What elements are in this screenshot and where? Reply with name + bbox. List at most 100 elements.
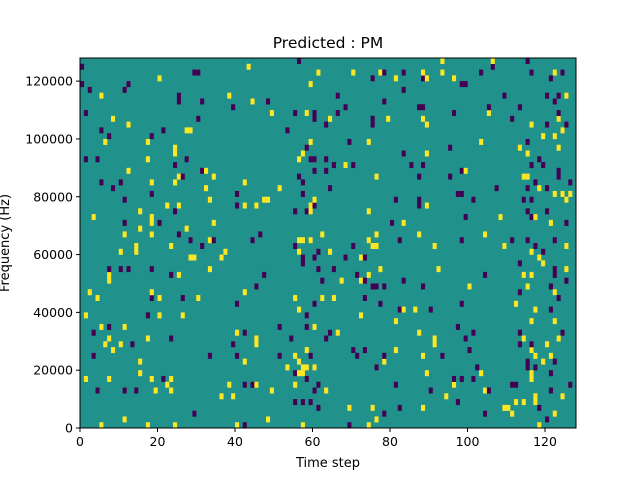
heatmap-cell: [312, 196, 317, 203]
heatmap-cell: [510, 237, 515, 244]
heatmap-cell: [184, 127, 189, 134]
heatmap-cell: [529, 347, 534, 354]
heatmap-cell: [560, 190, 565, 197]
heatmap-cell: [463, 214, 468, 221]
heatmap-cell: [537, 422, 542, 429]
heatmap-cell: [397, 404, 402, 411]
heatmap-cell: [95, 156, 100, 163]
heatmap-cell: [440, 69, 445, 76]
heatmap-cell: [266, 196, 271, 203]
heatmap-cell: [122, 323, 127, 330]
heatmap-cell: [479, 69, 484, 76]
heatmap-cell: [262, 271, 267, 278]
heatmap-cell: [122, 196, 127, 203]
heatmap-cell: [107, 266, 112, 273]
heatmap-cell: [331, 162, 336, 169]
heatmap-cell: [552, 98, 557, 105]
heatmap-cell: [235, 190, 240, 197]
heatmap-cell: [207, 266, 212, 273]
heatmap-cell: [552, 289, 557, 296]
heatmap-cell: [486, 104, 491, 111]
heatmap-cell: [529, 375, 534, 382]
heatmap-cell: [331, 266, 336, 273]
heatmap-cell: [118, 266, 123, 273]
heatmap-cell: [180, 173, 185, 180]
x-tick-label: 100: [456, 434, 480, 449]
heatmap-cell: [525, 358, 530, 365]
heatmap-cell: [304, 323, 309, 330]
heatmap-cell: [293, 381, 298, 388]
heatmap-cell: [529, 271, 534, 278]
heatmap-cell: [304, 364, 309, 371]
heatmap-cell: [483, 231, 488, 238]
heatmap-cell: [297, 237, 302, 244]
heatmap-cell: [529, 341, 534, 348]
heatmap-cell: [393, 196, 398, 203]
heatmap-cell: [242, 179, 247, 186]
heatmap-cell: [169, 335, 174, 342]
heatmap-cell: [339, 277, 344, 284]
heatmap-cell: [269, 110, 274, 117]
heatmap-cell: [188, 254, 193, 261]
heatmap-cell: [297, 306, 302, 313]
heatmap-cell: [242, 202, 247, 209]
heatmap-cell: [417, 202, 422, 209]
heatmap-cell: [207, 237, 212, 244]
y-tick-label: 100000: [25, 131, 73, 146]
heatmap-cell: [529, 196, 534, 203]
heatmap-cell: [421, 69, 426, 76]
heatmap-cell: [277, 352, 282, 359]
heatmap-cell: [347, 138, 352, 145]
heatmap-cell: [529, 162, 534, 169]
heatmap-cell: [374, 243, 379, 249]
heatmap-cell: [459, 167, 464, 174]
heatmap-cell: [409, 162, 414, 169]
heatmap-cell: [312, 254, 317, 261]
heatmap-cell: [173, 422, 178, 429]
heatmap-cell: [235, 300, 240, 307]
heatmap-cell: [351, 69, 356, 76]
heatmap-cell: [366, 208, 371, 215]
heatmap-cell: [347, 422, 352, 429]
heatmap-cell: [149, 179, 154, 186]
heatmap-cell: [149, 295, 154, 302]
heatmap-cell: [424, 202, 429, 209]
heatmap-cell: [424, 370, 429, 377]
heatmap-cell: [541, 162, 546, 169]
heatmap-cell: [254, 202, 259, 209]
heatmap-cell: [169, 375, 174, 382]
heatmap-cell: [192, 410, 197, 417]
heatmap-cell: [297, 156, 302, 163]
plot-background: [80, 58, 576, 428]
heatmap-cell: [87, 289, 92, 296]
heatmap-cell: [417, 196, 422, 203]
heatmap-cell: [149, 289, 154, 296]
heatmap-cell: [297, 358, 302, 365]
heatmap-cell: [304, 312, 309, 319]
heatmap-cell: [545, 341, 550, 348]
heatmap-cell: [207, 352, 212, 359]
heatmap-cell: [293, 370, 298, 377]
heatmap-cell: [304, 144, 309, 151]
heatmap-cell: [393, 75, 398, 82]
heatmap-cell: [545, 121, 550, 128]
heatmap-cell: [556, 92, 561, 99]
heatmap-cell: [176, 202, 181, 209]
heatmap-cell: [568, 381, 573, 388]
heatmap-cell: [424, 150, 429, 157]
x-tick-label: 40: [227, 434, 243, 449]
heatmap-cell: [312, 300, 317, 307]
heatmap-cell: [421, 352, 426, 359]
heatmap-cell: [537, 185, 542, 192]
heatmap-cell: [564, 243, 569, 249]
heatmap-cell: [99, 323, 104, 330]
heatmap-cell: [525, 138, 530, 145]
heatmap-cell: [362, 254, 367, 261]
heatmap-cell: [235, 329, 240, 336]
heatmap-cell: [122, 231, 127, 238]
heatmap-cell: [246, 63, 251, 70]
heatmap-cell: [107, 133, 112, 140]
heatmap-cell: [111, 115, 116, 122]
heatmap-cell: [266, 416, 271, 423]
heatmap-cell: [401, 306, 406, 313]
